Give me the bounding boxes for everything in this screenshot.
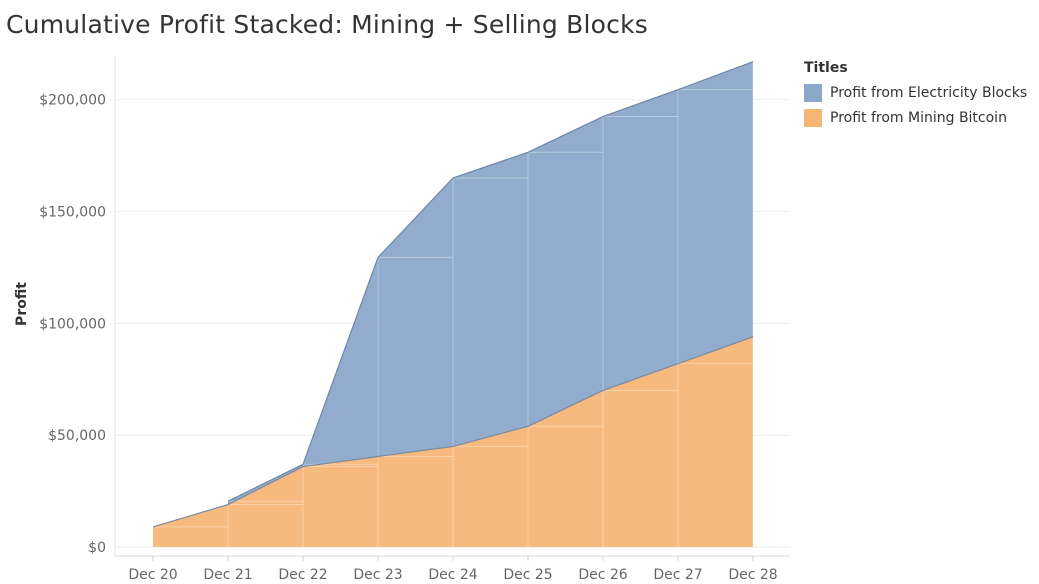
- x-tick-label: Dec 28: [728, 567, 777, 583]
- x-tick-label: Dec 24: [428, 567, 477, 583]
- legend-item-mining[interactable]: Profit from Mining Bitcoin: [804, 105, 1027, 130]
- area-mining-bitcoin: [153, 336, 753, 548]
- x-tick-label: Dec 23: [353, 567, 402, 583]
- y-tick-label: $100,000: [39, 316, 106, 332]
- legend-label: Profit from Electricity Blocks: [830, 84, 1028, 101]
- chart-title: Cumulative Profit Stacked: Mining + Sell…: [6, 10, 648, 39]
- y-tick-label: $200,000: [39, 93, 106, 109]
- legend-swatch: [804, 108, 822, 127]
- x-tick-label: Dec 20: [128, 567, 177, 583]
- legend-item-electricity[interactable]: Profit from Electricity Blocks: [804, 80, 1027, 105]
- legend-title: Titles: [804, 60, 848, 76]
- line-mining-bitcoin: [152, 336, 754, 528]
- x-tick-label: Dec 22: [278, 567, 327, 583]
- y-tick-label: $150,000: [39, 205, 106, 221]
- x-tick-label: Dec 25: [503, 567, 552, 583]
- legend-swatch: [804, 83, 822, 102]
- y-axis-label: Profit: [14, 282, 30, 326]
- area-electricity-blocks: [228, 61, 753, 505]
- x-tick-label: Dec 27: [653, 567, 702, 583]
- legend: Titles Profit from Electricity Blocks Pr…: [804, 60, 1027, 130]
- x-tick-label: Dec 21: [203, 567, 252, 583]
- legend-label: Profit from Mining Bitcoin: [830, 109, 1007, 126]
- line-electricity-blocks: [227, 61, 754, 502]
- y-tick-label: $50,000: [48, 428, 106, 444]
- y-tick-label: $0: [88, 540, 106, 556]
- x-tick-label: Dec 26: [578, 567, 627, 583]
